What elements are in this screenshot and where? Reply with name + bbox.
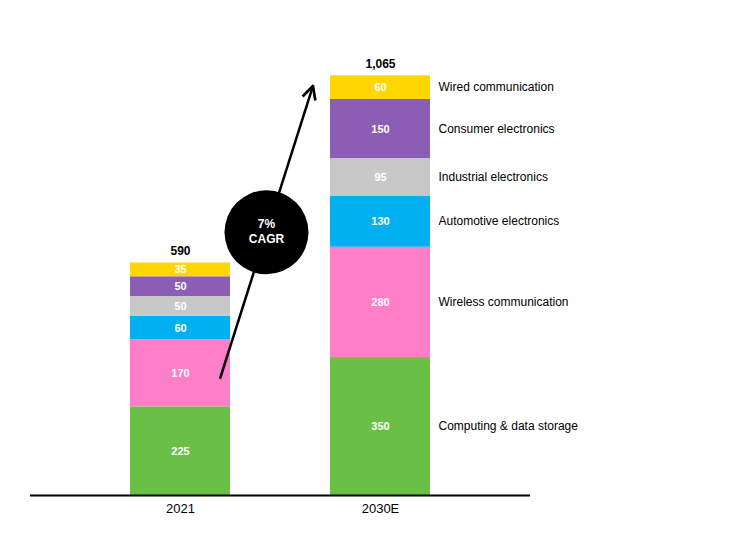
svg-text:150: 150 bbox=[371, 123, 389, 135]
svg-text:Consumer electronics: Consumer electronics bbox=[439, 122, 555, 136]
svg-text:Industrial electronics: Industrial electronics bbox=[439, 170, 548, 184]
svg-text:60: 60 bbox=[174, 322, 186, 334]
svg-text:2021: 2021 bbox=[166, 501, 195, 516]
svg-text:7%CAGR: 7%CAGR bbox=[249, 217, 285, 246]
svg-text:Wireless communication: Wireless communication bbox=[439, 295, 569, 309]
svg-text:35: 35 bbox=[174, 263, 186, 275]
svg-text:130: 130 bbox=[371, 215, 389, 227]
svg-text:95: 95 bbox=[374, 171, 386, 183]
svg-text:Wired communication: Wired communication bbox=[439, 80, 554, 94]
svg-text:1,065: 1,065 bbox=[365, 57, 395, 71]
svg-text:280: 280 bbox=[371, 296, 389, 308]
svg-text:60: 60 bbox=[374, 81, 386, 93]
svg-text:590: 590 bbox=[170, 244, 190, 258]
svg-text:350: 350 bbox=[371, 420, 389, 432]
svg-text:170: 170 bbox=[171, 367, 189, 379]
svg-text:Automotive electronics: Automotive electronics bbox=[439, 214, 560, 228]
svg-text:50: 50 bbox=[174, 280, 186, 292]
svg-text:50: 50 bbox=[174, 300, 186, 312]
svg-text:Computing & data storage: Computing & data storage bbox=[439, 419, 579, 433]
svg-text:225: 225 bbox=[171, 445, 189, 457]
svg-text:2030E: 2030E bbox=[362, 501, 400, 516]
